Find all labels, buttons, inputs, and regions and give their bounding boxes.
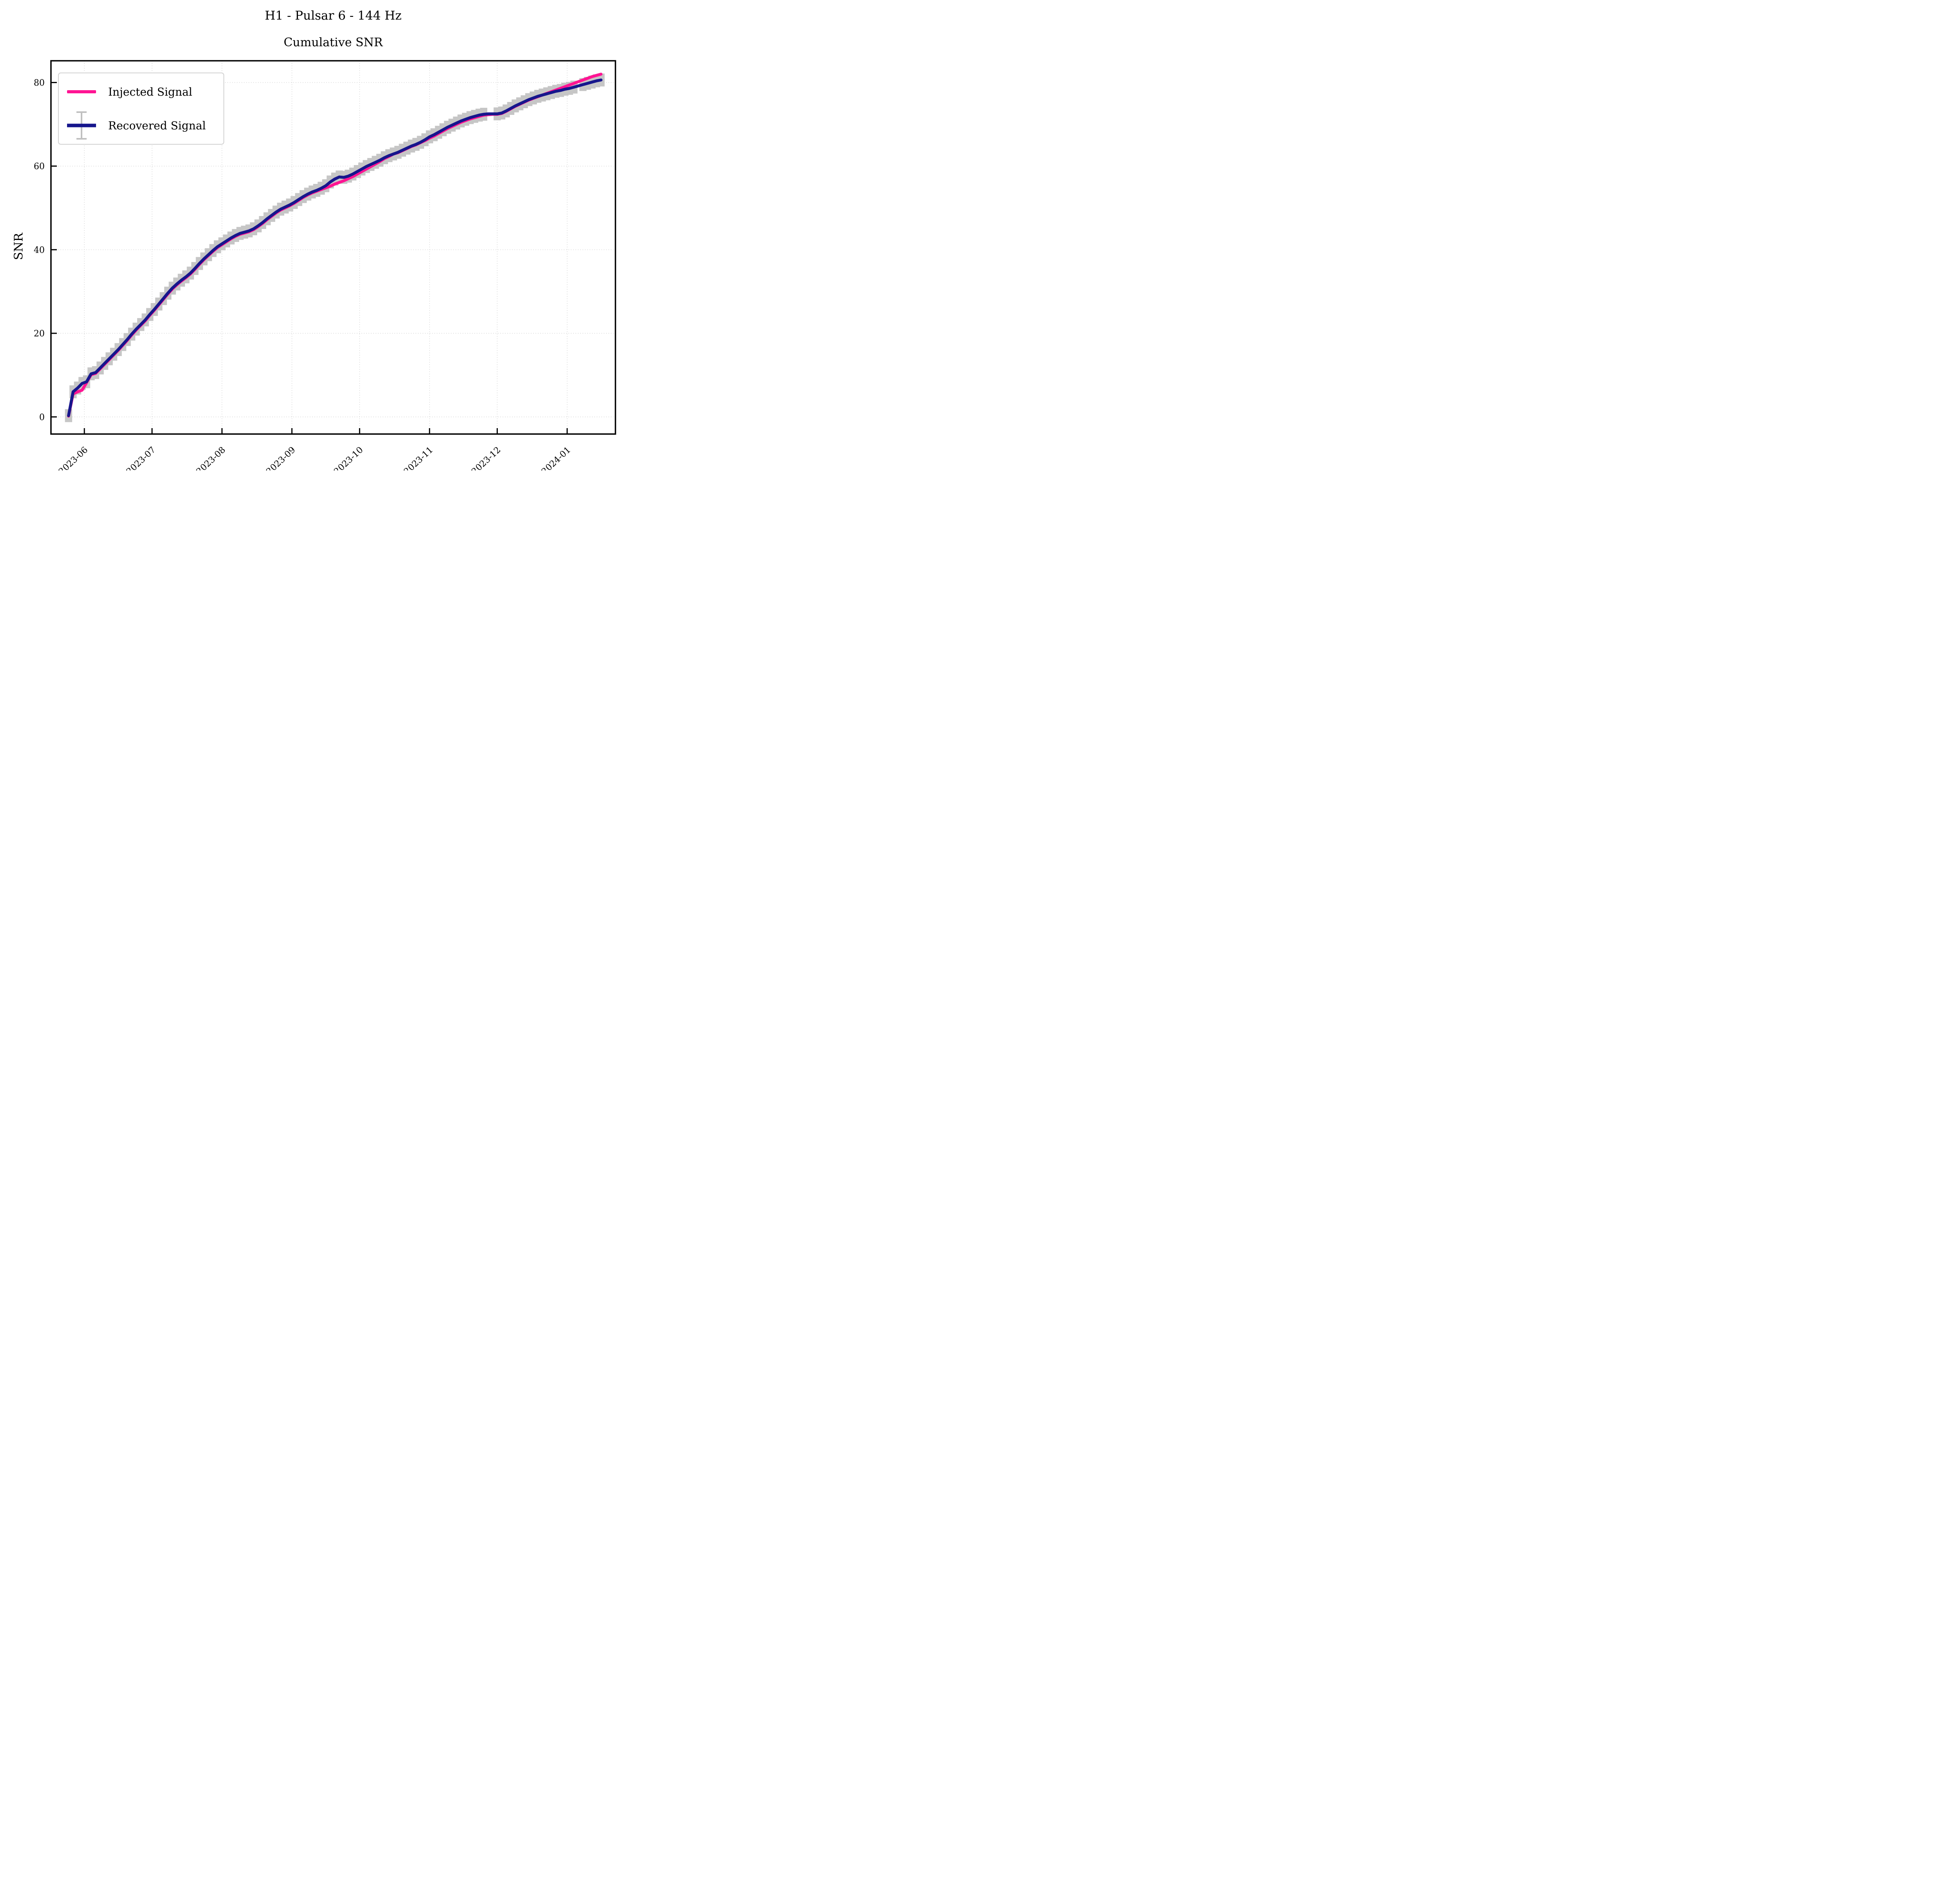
x-tick-label: 2023-10 — [332, 445, 365, 470]
recovered-signal-line — [67, 78, 603, 417]
figure-title: H1 - Pulsar 6 - 144 Hz — [265, 9, 402, 23]
legend: Injected Signal Recovered Signal — [58, 73, 224, 145]
x-tick-label: 2024-01 — [540, 445, 573, 470]
snr-chart: 0 20 40 60 80 2023-06 2023-07 2023-08 2023-09 202… — [34, 60, 616, 470]
y-axis-label: SNR — [12, 233, 26, 260]
y-tick-label: 40 — [34, 245, 45, 255]
y-tick-label: 60 — [34, 162, 45, 172]
legend-label-injected: Injected Signal — [108, 85, 192, 98]
y-tick-label: 20 — [34, 329, 45, 339]
axes-title: Cumulative SNR — [283, 36, 383, 49]
legend-item-injected: Injected Signal — [59, 75, 223, 108]
legend-label-recovered: Recovered Signal — [108, 119, 206, 132]
injected-line-sample-icon — [64, 75, 100, 108]
plot-border — [50, 60, 616, 435]
figure: H1 - Pulsar 6 - 144 Hz Cumulative SNR 0 2… — [0, 0, 627, 470]
x-tick-label: 2023-08 — [194, 445, 227, 470]
y-tick-label: 80 — [34, 78, 45, 88]
recovered-errorbar-sample-icon — [64, 109, 100, 142]
y-tick-label: 0 — [39, 412, 45, 422]
legend-item-recovered: Recovered Signal — [59, 109, 223, 142]
x-tick-label: 2023-09 — [265, 445, 298, 470]
x-tick-label: 2023-07 — [125, 445, 158, 470]
x-tick-label: 2023-11 — [402, 445, 435, 470]
x-tick-label: 2023-12 — [470, 445, 503, 470]
x-tick-label: 2023-06 — [57, 445, 90, 470]
